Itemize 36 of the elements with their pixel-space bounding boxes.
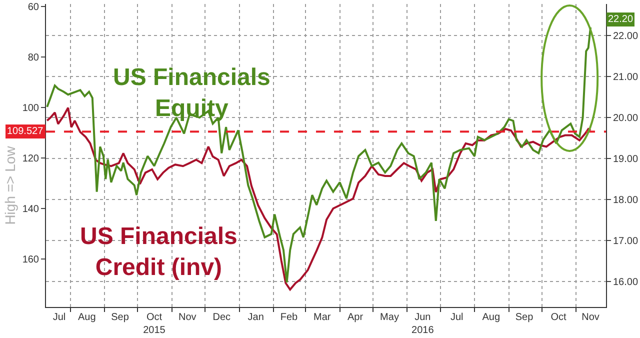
x-tick-label: Feb [280, 312, 298, 323]
x-tick-label: Aug [482, 312, 500, 323]
y-tick-label: 100 [22, 103, 40, 114]
y-tick-label: 120 [22, 154, 40, 165]
y2-tick-label: 16.00 [613, 277, 638, 288]
x-tick-label: Nov [582, 312, 600, 323]
x-tick-label: Jul [52, 312, 66, 323]
y-axis-title: High => Low [2, 145, 18, 225]
y2-tick-label: 18.00 [613, 195, 638, 206]
x-tick-label: Dec [212, 312, 231, 323]
y-tick-label: 160 [22, 254, 40, 266]
x-tick-label: Jan [248, 312, 264, 323]
y2-tick-label: 17.00 [613, 236, 638, 248]
data-label: 22.20 [608, 14, 634, 25]
x-tick-label: Jun 2016 [412, 312, 434, 336]
x-tick-label: Jul [450, 312, 464, 323]
y-tick-label: 80 [28, 52, 40, 64]
x-tick-label: Aug [78, 312, 96, 323]
ref-line-label: 109.527 [7, 126, 44, 137]
x-tick-label: Sep [111, 312, 130, 323]
x-tick-label: Nov [178, 312, 196, 323]
y-tick-label: 140 [22, 204, 40, 216]
y2-tick-label: 22.00 [613, 31, 638, 42]
x-tick-label: Mar [314, 312, 332, 323]
series-label: US Financials Credit (inv) [80, 223, 238, 282]
y-tick-label: 60 [28, 2, 40, 14]
line-series [46, 26, 592, 284]
x-tick-label: Apr [347, 312, 364, 323]
y2-tick-label: 20.00 [613, 113, 638, 124]
x-tick-label: Oct 2015 [143, 312, 166, 336]
y2-tick-label: 21.00 [613, 72, 638, 84]
x-tick-label: May [380, 312, 399, 323]
series-label: US Financials Equity [113, 64, 270, 122]
y2-tick-label: 19.00 [613, 154, 638, 166]
x-tick-label: Sep [515, 312, 534, 323]
x-tick-label: Oct [550, 312, 566, 323]
